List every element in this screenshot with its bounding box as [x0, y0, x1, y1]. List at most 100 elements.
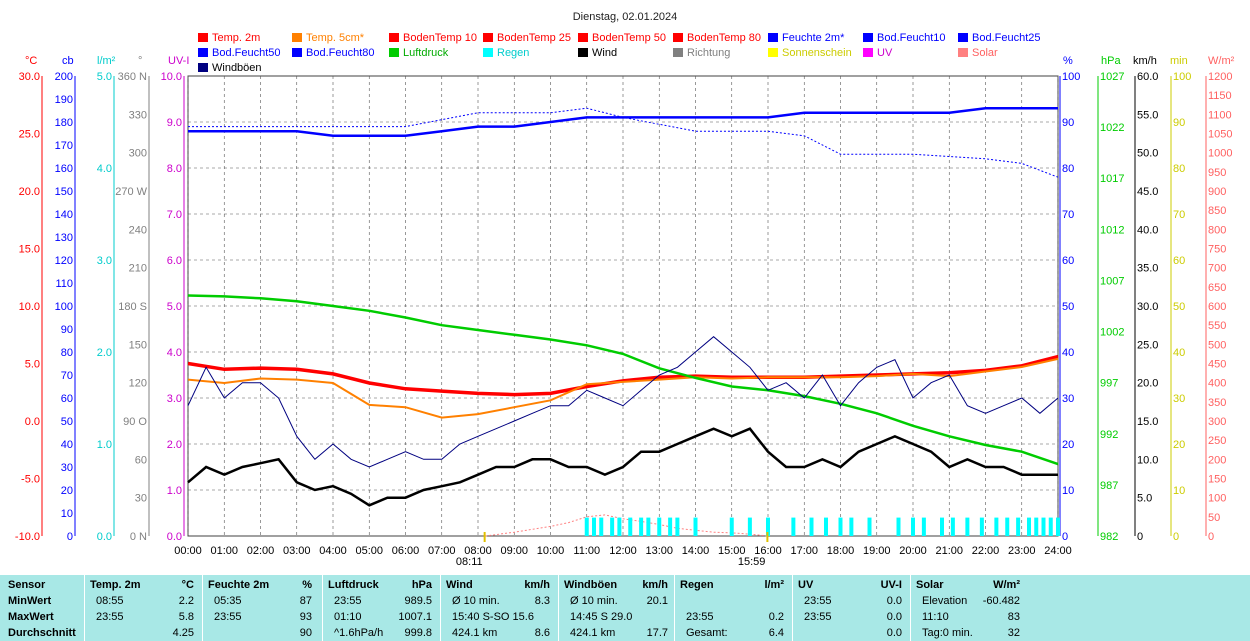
x-tick-label: 11:00: [573, 545, 600, 557]
hum-tick-label: 70: [1062, 209, 1074, 221]
wind-tick-label: 40.0: [1137, 224, 1158, 236]
rain-bar: [657, 517, 662, 536]
x-tick-label: 04:00: [319, 545, 347, 557]
rain-bar: [867, 517, 872, 536]
summary-cell-value: 90: [299, 627, 312, 639]
summary-col-title: Regen: [680, 579, 714, 591]
legend-item: BodenTemp 80: [673, 32, 761, 45]
summary-cell-label: Ø 10 min.: [452, 595, 500, 607]
summary-cell-label: 23:55: [96, 611, 124, 623]
summary-cell-label: 01:10: [334, 611, 362, 623]
hum-tick-label: 60: [1062, 255, 1074, 267]
dir-tick-label: 120: [129, 378, 147, 390]
wind-tick-label: 55.0: [1137, 109, 1158, 121]
solar-tick-label: 600: [1208, 301, 1226, 313]
legend-label: Bod.Feucht25: [972, 32, 1041, 44]
dir-tick-label: 300: [129, 148, 147, 160]
dir-tick-label: 30: [135, 493, 147, 505]
wind-unit-label: km/h: [1133, 55, 1157, 67]
summary-col-separator: [674, 575, 675, 641]
sun-tick-label: 90: [1173, 117, 1185, 129]
cb-tick-label: 50: [61, 416, 73, 428]
temp-tick-label: 15.0: [19, 244, 40, 256]
press-tick-label: 997: [1100, 378, 1118, 390]
rain-bar: [1056, 517, 1060, 536]
x-tick-label: 09:00: [500, 545, 528, 557]
solar-tick-label: 700: [1208, 263, 1226, 275]
cb-tick-label: 70: [61, 370, 73, 382]
x-tick-label: 07:00: [428, 545, 456, 557]
cb-tick-label: 180: [55, 117, 73, 129]
summary-cell-value: 20.1: [646, 595, 668, 607]
x-tick-label: 03:00: [283, 545, 311, 557]
press-unit-label: hPa: [1101, 55, 1121, 67]
solar-tick-label: 450: [1208, 359, 1226, 371]
wind-tick-label: 35.0: [1137, 263, 1158, 275]
summary-cell-label: 05:35: [214, 595, 242, 607]
temp-tick-label: -10.0: [15, 531, 40, 543]
summary-row-label: MinWert: [8, 595, 52, 607]
dir-tick-label: 150: [129, 339, 147, 351]
rain-bar: [747, 517, 752, 536]
cb-tick-label: 130: [55, 232, 73, 244]
solar-tick-label: 650: [1208, 282, 1226, 294]
temp-tick-label: 20.0: [19, 186, 40, 198]
cb-tick-label: 170: [55, 140, 73, 152]
legend-label: Temp. 2m: [212, 32, 261, 44]
x-tick-label: 20:00: [899, 545, 927, 557]
summary-cell-label: ^1.6hPa/h: [334, 627, 384, 639]
rain-bar: [1048, 517, 1053, 536]
solar-tick-label: 1200: [1208, 71, 1232, 83]
rain-bar: [911, 517, 915, 536]
press-tick-label: 1022: [1100, 122, 1124, 134]
legend-swatch: [578, 33, 588, 42]
rain-bar: [965, 517, 970, 536]
legend-item: Bod.Feucht50: [198, 47, 281, 60]
summary-col-title: UV: [798, 579, 814, 591]
solar-tick-label: 800: [1208, 224, 1226, 236]
sun-tick-label: 10: [1173, 485, 1185, 497]
x-tick-label: 23:00: [1008, 545, 1036, 557]
cb-tick-label: 190: [55, 94, 73, 106]
rain-bar: [599, 517, 604, 536]
press-tick-label: 992: [1100, 429, 1118, 441]
wind-tick-label: 5.0: [1137, 493, 1152, 505]
cb-unit-label: cb: [62, 55, 74, 67]
uv-tick-label: 7.0: [167, 209, 182, 221]
cb-tick-label: 120: [55, 255, 73, 267]
legend-label: Bod.Feucht10: [877, 32, 946, 44]
summary-col-title: Temp. 2m: [90, 579, 141, 591]
x-tick-label: 05:00: [355, 545, 383, 557]
summary-table: Sensor MinWert MaxWert Durchschnitt Temp. 2m…: [0, 575, 1250, 641]
legend-item: Bod.Feucht25: [958, 32, 1041, 45]
rain-bar: [1005, 517, 1010, 536]
legend-item: Richtung: [673, 47, 730, 60]
legend-label: BodenTemp 50: [592, 32, 666, 44]
x-tick-label: 16:00: [754, 545, 782, 557]
rain-bar: [584, 517, 589, 536]
summary-col-unit: UV-I: [880, 579, 902, 591]
hum-tick-label: 20: [1062, 439, 1074, 451]
press-tick-label: 982: [1100, 531, 1118, 543]
wind-tick-label: 15.0: [1137, 416, 1158, 428]
solar-tick-label: 1000: [1208, 148, 1232, 160]
wind-tick-label: 0: [1137, 531, 1143, 543]
legend-item: BodenTemp 50: [578, 32, 666, 45]
legend-item: Sonnenschein: [768, 47, 852, 60]
dir-tick-label: 360 N: [118, 71, 147, 83]
sun-tick-label: 40: [1173, 347, 1185, 359]
summary-col-title: Solar: [916, 579, 944, 591]
solar-tick-label: 100: [1208, 493, 1226, 505]
legend-label: BodenTemp 10: [403, 32, 477, 44]
legend-swatch: [483, 48, 493, 57]
legend-swatch: [958, 33, 968, 42]
cb-tick-label: 20: [61, 485, 73, 497]
summary-cell-value: -60.482: [982, 595, 1020, 607]
summary-row-label: Durchschnitt: [8, 627, 76, 639]
x-tick-label: 00:00: [174, 545, 202, 557]
summary-row-label: Sensor: [8, 579, 46, 591]
hum-tick-label: 30: [1062, 393, 1074, 405]
rain-bar: [639, 517, 644, 536]
dir-tick-label: 90 O: [123, 416, 147, 428]
cb-tick-label: 150: [55, 186, 73, 198]
